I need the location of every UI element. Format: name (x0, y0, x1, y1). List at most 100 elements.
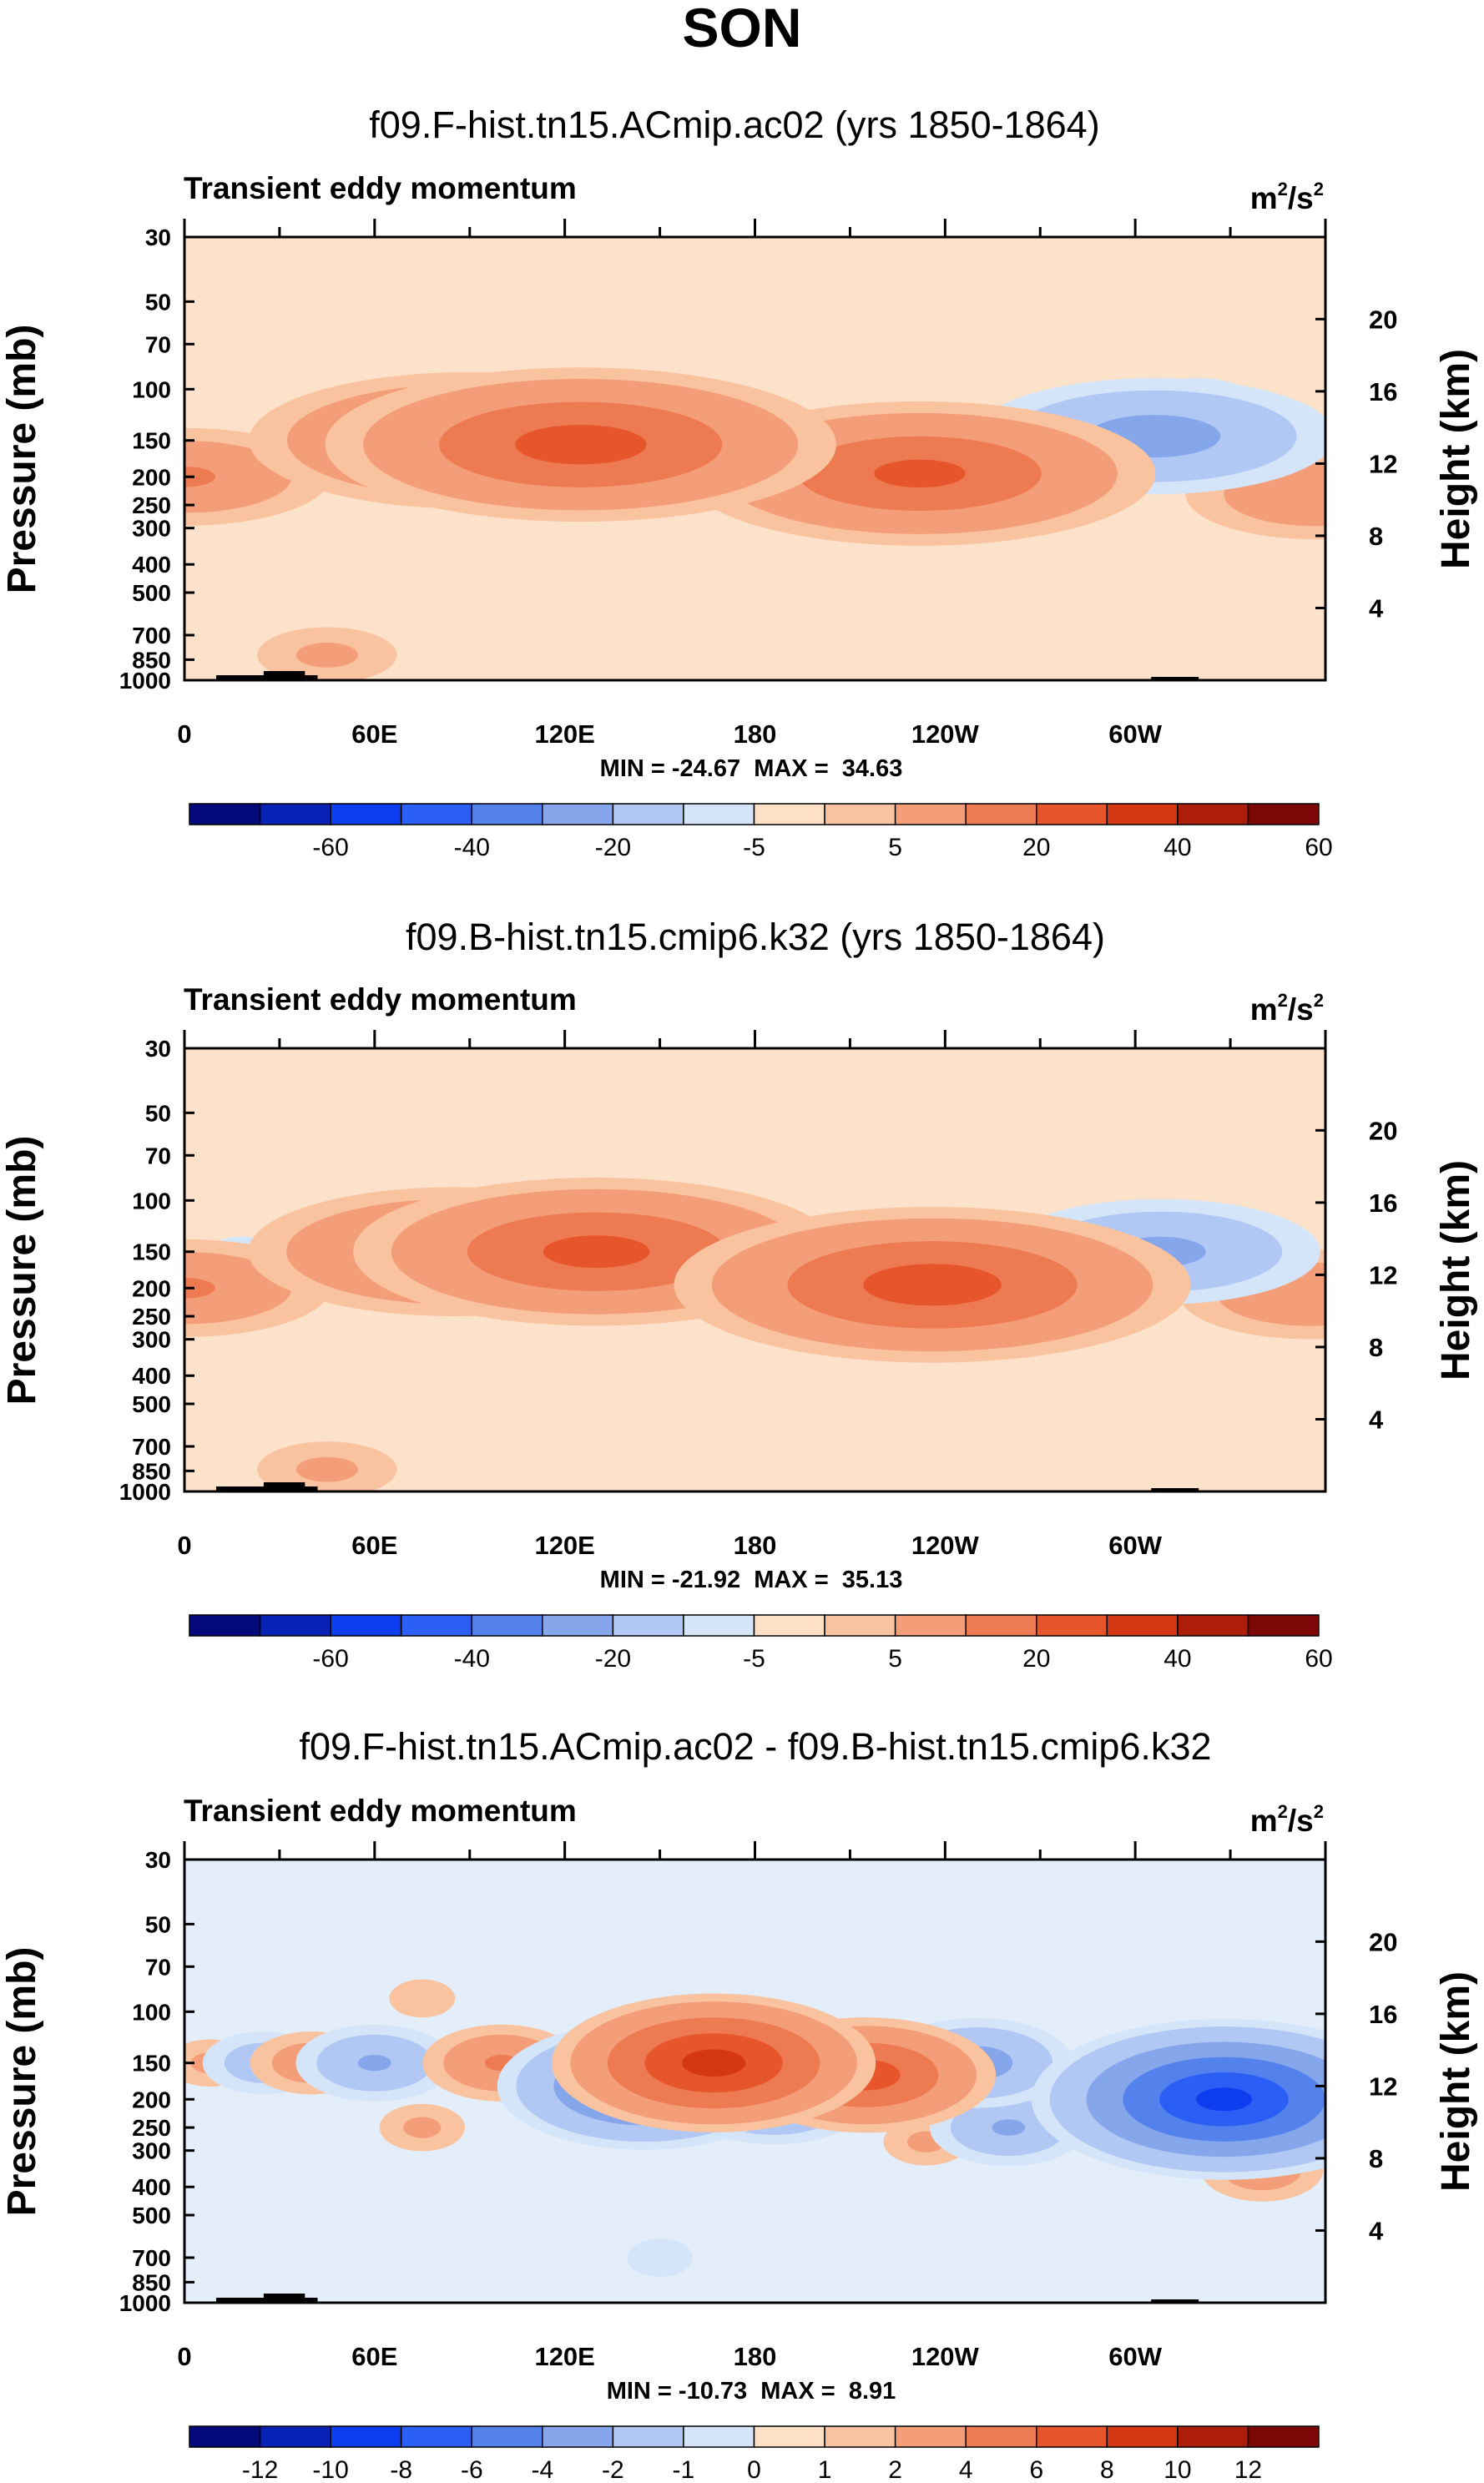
colorbar-box (824, 1614, 896, 1637)
right-tick-label: 12 (1369, 449, 1397, 478)
y-ticks-right: 4 8 12 16 20 (1315, 1116, 1397, 1434)
panel-2: f09.B-hist.tn15.cmip6.k32 (yrs 1850-1864… (0, 916, 1478, 1673)
y-tick-label: 50 (145, 1100, 171, 1126)
x-tick-label: 60W (1108, 2342, 1162, 2371)
contour-region (295, 1456, 358, 1482)
y-axis-right-label: Height (km) (1434, 349, 1478, 569)
min-max-text: MIN = -10.73 MAX = 8.91 (607, 2378, 896, 2405)
colorbar-box (400, 803, 473, 825)
contour-region (992, 2119, 1026, 2136)
panel-1: f09.F-hist.tn15.ACmip.ac02 (yrs 1850-186… (0, 103, 1478, 861)
x-tick-label: 120W (911, 1531, 980, 1560)
colorbar-box (894, 803, 967, 825)
terrain (216, 671, 1199, 680)
colorbar-label: -60 (312, 834, 348, 861)
terrain-block (1151, 1488, 1199, 1491)
y-ticks-right: 4 8 12 16 20 (1315, 305, 1397, 623)
x-tick-label: 180 (734, 1531, 777, 1560)
colorbar-box (965, 2425, 1037, 2448)
y-tick-label: 70 (145, 1143, 171, 1168)
right-tick-label: 8 (1369, 522, 1383, 551)
y-tick-label: 1000 (119, 1479, 171, 1505)
contour-region (627, 2238, 693, 2277)
panel-subtitle: Transient eddy momentum (184, 1794, 577, 1828)
colorbar-label: 20 (1022, 1645, 1050, 1673)
panel-title: f09.F-hist.tn15.ACmip.ac02 (yrs 1850-186… (369, 103, 1099, 146)
y-tick-label: 150 (132, 2051, 171, 2077)
colorbar-box (330, 2425, 402, 2448)
colorbar-box (189, 1614, 261, 1637)
colorbar-box (683, 1614, 755, 1637)
terrain-block (1151, 677, 1199, 680)
colorbar-box (1106, 803, 1179, 825)
colorbar-label: -12 (242, 2456, 278, 2483)
colorbar-label: -60 (312, 1645, 348, 1673)
x-tick-label: 120E (534, 719, 594, 749)
y-tick-label: 150 (132, 428, 171, 454)
y-tick-label: 70 (145, 1954, 171, 1980)
y-tick-label: 100 (132, 1999, 171, 2025)
right-tick-label: 4 (1369, 1405, 1384, 1434)
y-tick-label: 250 (132, 492, 171, 518)
colorbar-label: -20 (595, 1645, 631, 1673)
colorbar-box (1036, 2425, 1108, 2448)
colorbar-label: 20 (1022, 834, 1050, 861)
y-tick-label: 30 (145, 1847, 171, 1873)
colorbar-box (542, 1614, 614, 1637)
colorbar-label: 2 (888, 2456, 902, 2483)
x-tick-label: 180 (734, 719, 777, 749)
panel-subtitle: Transient eddy momentum (184, 171, 577, 205)
colorbar-label: 0 (747, 2456, 761, 2483)
contour-region (184, 467, 215, 487)
contour-region (515, 425, 647, 465)
colorbar-box (824, 2425, 896, 2448)
y-tick-label: 500 (132, 580, 171, 606)
colorbar: -12 -10 -8 -6 -4 -2 -1 0 1 2 4 6 8 10 12 (189, 2425, 1320, 2483)
colorbar-label: 40 (1163, 834, 1191, 861)
y-tick-label: 700 (132, 2245, 171, 2271)
right-tick-label: 16 (1369, 1189, 1397, 1218)
y-axis-label: Pressure (mb) (0, 325, 44, 594)
colorbar-label: 1 (818, 2456, 832, 2483)
y-tick-label: 400 (132, 2174, 171, 2200)
terrain-block (263, 1482, 305, 1491)
colorbar-label: 60 (1305, 834, 1332, 861)
colorbar-box (683, 803, 755, 825)
y-tick-label: 850 (132, 647, 171, 673)
y-tick-label: 850 (132, 1458, 171, 1484)
terrain-block (1151, 2299, 1199, 2303)
y-tick-label: 700 (132, 1434, 171, 1460)
colorbar-box (1247, 1614, 1320, 1637)
colorbar-box (894, 2425, 967, 2448)
colorbar-box (824, 803, 896, 825)
y-tick-label: 50 (145, 289, 171, 315)
right-tick-label: 12 (1369, 2072, 1397, 2101)
right-tick-label: 16 (1369, 2000, 1397, 2029)
y-tick-label: 150 (132, 1239, 171, 1265)
panel-subtitle: Transient eddy momentum (184, 982, 577, 1017)
y-tick-label: 300 (132, 1327, 171, 1353)
colorbar-box (612, 1614, 684, 1637)
colorbar-box (330, 1614, 402, 1637)
contour-region (682, 2049, 746, 2077)
colorbar-label: 4 (959, 2456, 973, 2483)
y-axis-label: Pressure (mb) (0, 1136, 44, 1406)
colorbar-box (400, 2425, 473, 2448)
y-tick-label: 200 (132, 464, 171, 490)
contour-region (295, 643, 358, 668)
colorbar-box (330, 803, 402, 825)
right-tick-label: 12 (1369, 1260, 1397, 1289)
y-ticks-right: 4 8 12 16 20 (1315, 1927, 1397, 2245)
colorbar-label: 8 (1100, 2456, 1114, 2483)
contour-region (1196, 2087, 1252, 2112)
y-tick-label: 1000 (119, 2290, 171, 2316)
y-tick-label: 250 (132, 2115, 171, 2141)
x-ticks: 0 60E 120E 180 120W 60W (177, 219, 1327, 749)
x-tick-label: 0 (177, 719, 191, 749)
colorbar-box (189, 803, 261, 825)
y-tick-label: 100 (132, 1188, 171, 1214)
x-ticks: 0 60E 120E 180 120W 60W (177, 1841, 1327, 2371)
colorbar-box (612, 803, 684, 825)
